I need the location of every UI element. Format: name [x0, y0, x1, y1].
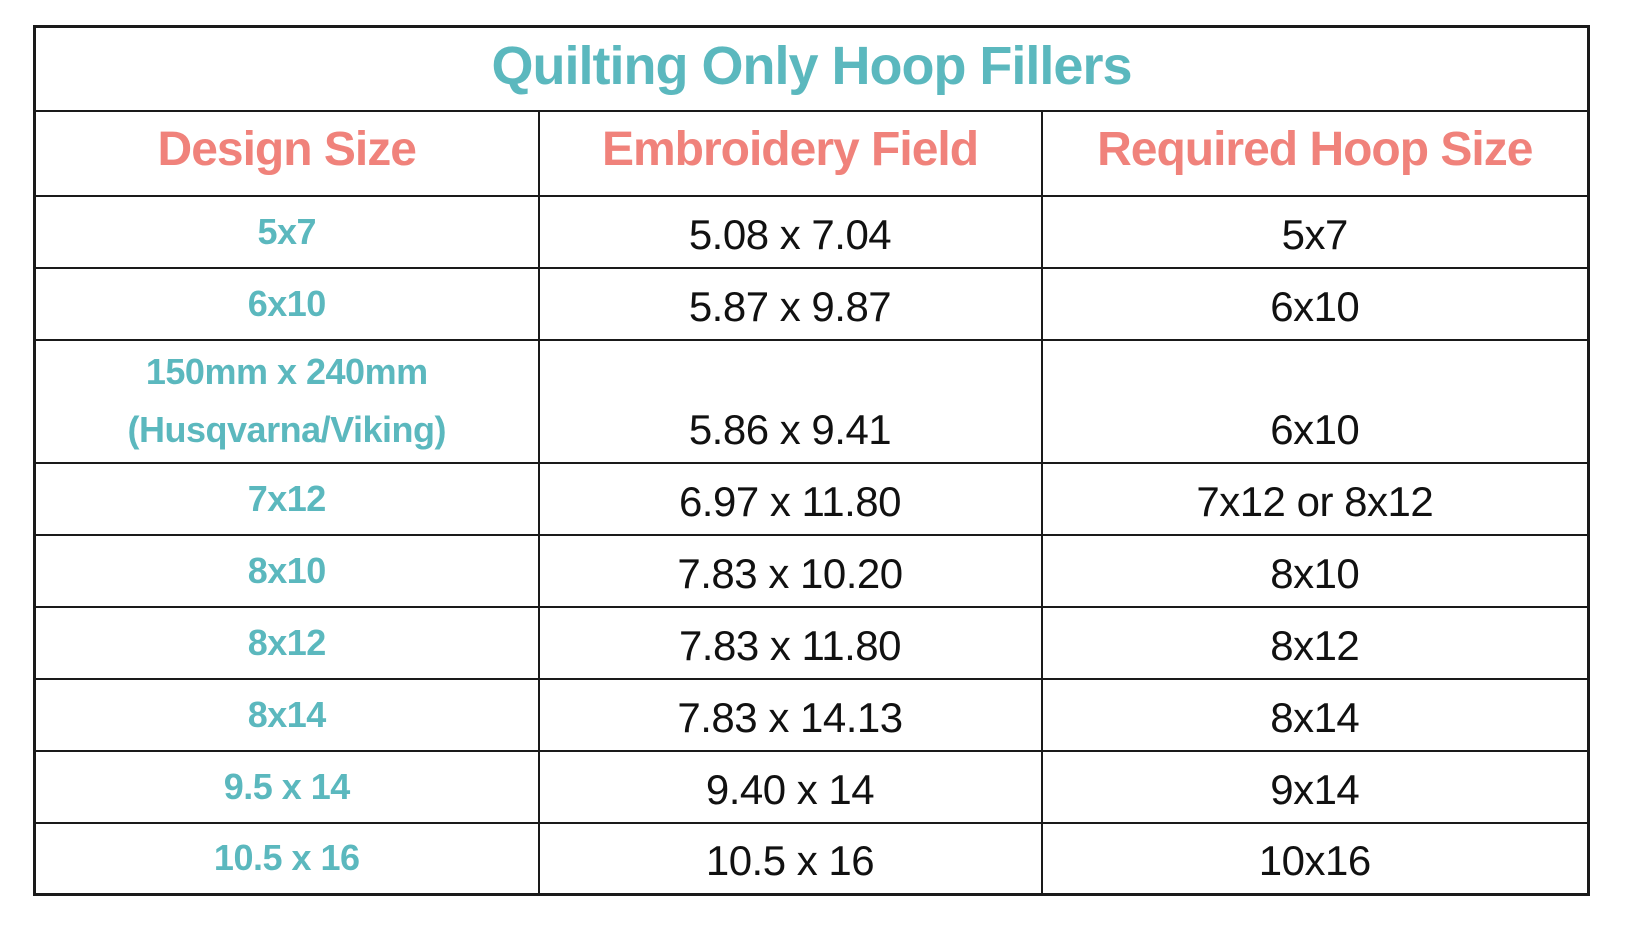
hoop-fillers-table: Quilting Only Hoop Fillers Design Size E… — [33, 25, 1591, 896]
required-hoop-size-cell: 8x14 — [1040, 677, 1590, 752]
required-hoop-size-cell: 8x10 — [1040, 533, 1590, 608]
table-row: 9.5 x 14 9.40 x 14 9x14 — [33, 749, 1590, 824]
table-title: Quilting Only Hoop Fillers — [33, 25, 1590, 112]
embroidery-field-cell: 5.86 x 9.41 — [537, 338, 1043, 464]
embroidery-field-cell: 7.83 x 10.20 — [537, 533, 1043, 608]
design-size-cell: 150mm x 240mm (Husqvarna/Viking) — [33, 338, 540, 464]
design-size-cell: 9.5 x 14 — [33, 749, 540, 824]
table-row: 8x14 7.83 x 14.13 8x14 — [33, 677, 1590, 752]
table-row: 7x12 6.97 x 11.80 7x12 or 8x12 — [33, 461, 1590, 536]
table-body: 5x7 5.08 x 7.04 5x7 6x10 5.87 x 9.87 6x10 150m… — [33, 194, 1590, 896]
required-hoop-size-cell: 10x16 — [1040, 821, 1590, 896]
design-size-cell: 8x10 — [33, 533, 540, 608]
column-header-embroidery-field: Embroidery Field — [537, 109, 1043, 197]
column-header-required-hoop-size: Required Hoop Size — [1040, 109, 1590, 197]
table-row: 5x7 5.08 x 7.04 5x7 — [33, 194, 1590, 269]
embroidery-field-cell: 6.97 x 11.80 — [537, 461, 1043, 536]
table-row: 10.5 x 16 10.5 x 16 10x16 — [33, 821, 1590, 896]
design-size-cell: 7x12 — [33, 461, 540, 536]
embroidery-field-cell: 10.5 x 16 — [537, 821, 1043, 896]
embroidery-field-cell: 9.40 x 14 — [537, 749, 1043, 824]
design-size-cell: 6x10 — [33, 266, 540, 341]
column-header-design-size: Design Size — [33, 109, 540, 197]
table-row: 6x10 5.87 x 9.87 6x10 — [33, 266, 1590, 341]
required-hoop-size-cell: 9x14 — [1040, 749, 1590, 824]
required-hoop-size-cell: 7x12 or 8x12 — [1040, 461, 1590, 536]
column-header-row: Design Size Embroidery Field Required Ho… — [33, 109, 1590, 197]
table-row: 8x10 7.83 x 10.20 8x10 — [33, 533, 1590, 608]
required-hoop-size-cell: 5x7 — [1040, 194, 1590, 269]
table-row: 8x12 7.83 x 11.80 8x12 — [33, 605, 1590, 680]
design-size-cell: 8x12 — [33, 605, 540, 680]
table-row: 150mm x 240mm (Husqvarna/Viking) 5.86 x 9… — [33, 338, 1590, 464]
required-hoop-size-cell: 8x12 — [1040, 605, 1590, 680]
embroidery-field-cell: 7.83 x 14.13 — [537, 677, 1043, 752]
embroidery-field-cell: 5.87 x 9.87 — [537, 266, 1043, 341]
required-hoop-size-cell: 6x10 — [1040, 338, 1590, 464]
embroidery-field-cell: 7.83 x 11.80 — [537, 605, 1043, 680]
required-hoop-size-cell: 6x10 — [1040, 266, 1590, 341]
design-size-cell: 5x7 — [33, 194, 540, 269]
design-size-cell: 8x14 — [33, 677, 540, 752]
design-size-cell: 10.5 x 16 — [33, 821, 540, 896]
title-row: Quilting Only Hoop Fillers — [33, 25, 1590, 112]
embroidery-field-cell: 5.08 x 7.04 — [537, 194, 1043, 269]
